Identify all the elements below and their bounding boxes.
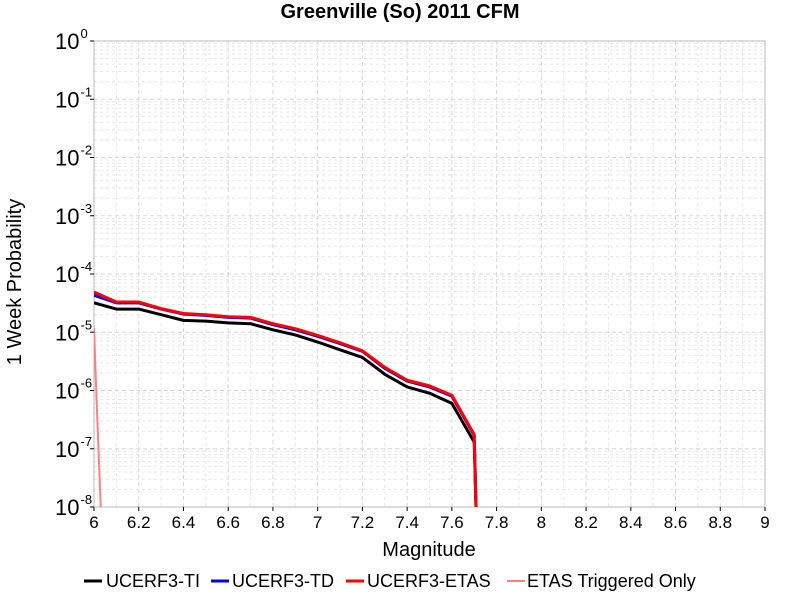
legend-label: UCERF3-ETAS <box>367 571 491 591</box>
y-tick-label: 10-1 <box>55 84 92 112</box>
x-tick-label: 7.2 <box>351 513 375 532</box>
y-tick-label: 10-2 <box>55 143 92 171</box>
x-tick-label: 7.6 <box>440 513 464 532</box>
y-tick-label: 10-7 <box>55 434 92 462</box>
y-tick-label-exponent: -6 <box>80 376 92 391</box>
legend-label: UCERF3-TD <box>232 571 334 591</box>
y-tick-label-base: 10 <box>55 320 79 345</box>
x-tick-label: 8.2 <box>574 513 598 532</box>
y-tick-label-exponent: -1 <box>80 84 92 99</box>
y-tick-label: 10-6 <box>55 376 92 404</box>
x-axis-ticks: 6 6.2 6.4 6.6 6.8 7 7.2 7.4 7.6 7.8 8 8.2 8.4 8.6 8.8 9 <box>89 507 770 532</box>
y-tick-label: 10-5 <box>55 317 92 345</box>
series-line-ucerf3-etas <box>94 290 478 507</box>
series-line-ucerf3-td <box>94 293 478 507</box>
y-tick-label-base: 10 <box>55 87 79 112</box>
x-tick-label: 6.8 <box>261 513 285 532</box>
legend-label: UCERF3-TI <box>106 571 200 591</box>
y-tick-label-base: 10 <box>55 204 79 229</box>
x-tick-label: 7.4 <box>395 513 419 532</box>
x-tick-label: 8.4 <box>619 513 643 532</box>
series-lines <box>94 290 478 507</box>
y-tick-label-exponent: 0 <box>80 26 87 41</box>
series-line-ucerf3-ti <box>94 301 478 507</box>
y-tick-label-exponent: -8 <box>80 492 92 507</box>
legend: UCERF3-TI UCERF3-TD UCERF3-ETAS ETAS Trigge… <box>84 571 696 591</box>
y-tick-label-exponent: -3 <box>80 201 92 216</box>
x-tick-label: 8 <box>537 513 546 532</box>
y-tick-label-exponent: -5 <box>80 317 92 332</box>
y-tick-label: 10-3 <box>55 201 92 229</box>
x-tick-label: 6.2 <box>127 513 151 532</box>
x-tick-label: 6.6 <box>216 513 240 532</box>
grid <box>93 41 766 508</box>
y-tick-label-base: 10 <box>55 495 79 520</box>
legend-label: ETAS Triggered Only <box>527 571 696 591</box>
y-tick-label-base: 10 <box>55 146 79 171</box>
x-axis-label: Magnitude <box>382 539 475 561</box>
y-tick-label: 100 <box>55 26 88 54</box>
y-tick-label: 10-8 <box>55 492 92 520</box>
x-tick-label: 9 <box>760 513 769 532</box>
y-tick-label-base: 10 <box>55 262 79 287</box>
chart-title: Greenville (So) 2011 CFM <box>281 1 520 23</box>
y-tick-label-exponent: -4 <box>80 259 92 274</box>
series-line-etas-triggered-only <box>94 327 102 507</box>
y-tick-label-base: 10 <box>55 437 79 462</box>
y-tick-label-exponent: -2 <box>80 143 92 158</box>
y-tick-label-base: 10 <box>55 379 79 404</box>
y-tick-label-exponent: -7 <box>80 434 92 449</box>
x-tick-label: 6.4 <box>172 513 196 532</box>
y-tick-label-base: 10 <box>55 29 79 54</box>
x-tick-label: 7 <box>313 513 322 532</box>
y-axis-label: 1 Week Probability <box>4 199 26 365</box>
x-tick-label: 7.8 <box>485 513 509 532</box>
x-tick-label: 8.6 <box>664 513 688 532</box>
x-tick-label: 8.8 <box>708 513 732 532</box>
y-tick-label: 10-4 <box>55 259 92 287</box>
x-tick-label: 6 <box>89 513 98 532</box>
